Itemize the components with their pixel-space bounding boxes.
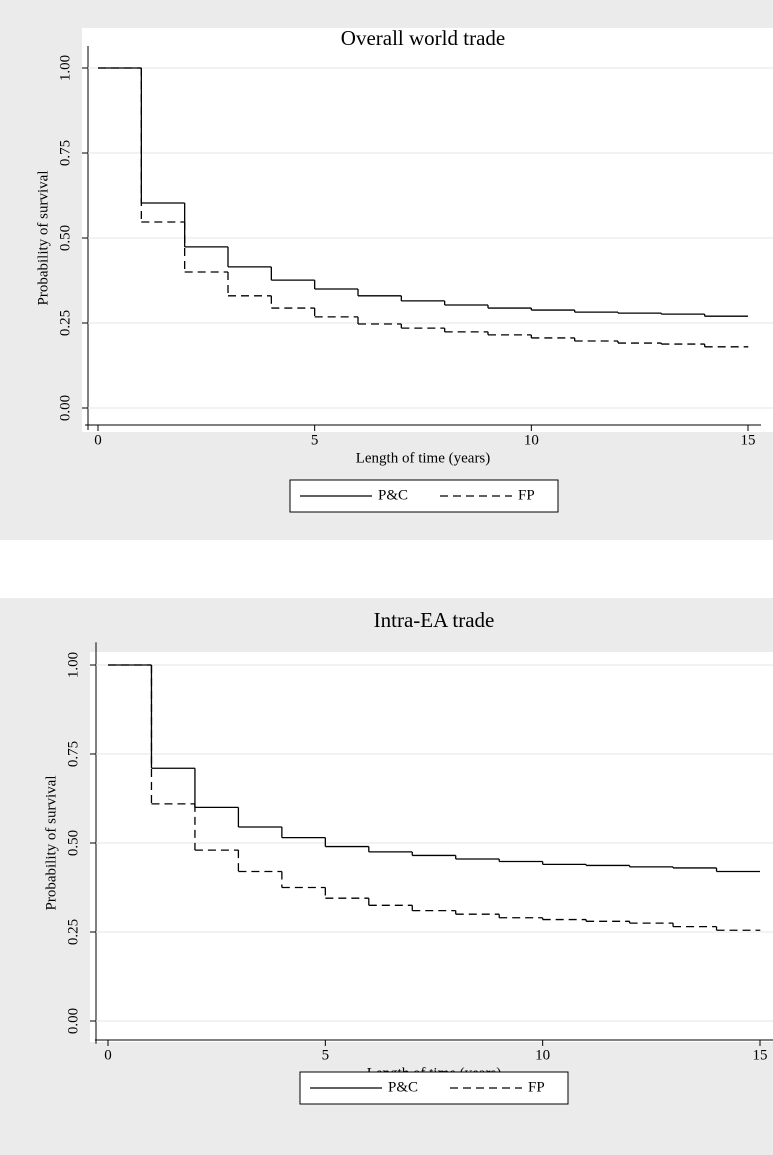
y-tick-label: 0.50 — [57, 225, 73, 251]
legend-label: FP — [528, 1079, 545, 1095]
y-tick-label: 0.25 — [65, 919, 81, 945]
y-tick-label: 0.00 — [57, 395, 73, 421]
y-tick-label: 0.50 — [65, 830, 81, 856]
legend-label: P&C — [388, 1079, 418, 1095]
y-tick-label: 0.00 — [65, 1008, 81, 1034]
plot-bg — [82, 28, 773, 432]
y-tick-label: 0.75 — [65, 741, 81, 767]
x-tick-label: 0 — [94, 432, 102, 448]
x-tick-label: 15 — [741, 432, 756, 448]
x-tick-label: 5 — [322, 1047, 330, 1063]
chart-title: Overall world trade — [341, 26, 505, 50]
y-axis-label: Probability of survival — [35, 171, 51, 306]
y-tick-label: 1.00 — [57, 55, 73, 81]
y-tick-label: 1.00 — [65, 652, 81, 678]
chart-title: Intra-EA trade — [374, 608, 495, 632]
x-tick-label: 15 — [753, 1047, 768, 1063]
y-axis-label: Probability of survival — [43, 776, 59, 911]
legend-label: FP — [518, 487, 535, 503]
y-tick-label: 0.25 — [57, 310, 73, 336]
x-tick-label: 10 — [524, 432, 539, 448]
x-tick-label: 10 — [535, 1047, 550, 1063]
x-tick-label: 0 — [104, 1047, 112, 1063]
plot-bg — [90, 652, 773, 1042]
x-axis-label: Length of time (years) — [356, 450, 491, 466]
legend-label: P&C — [378, 487, 408, 503]
y-tick-label: 0.75 — [57, 140, 73, 166]
x-tick-label: 5 — [311, 432, 319, 448]
